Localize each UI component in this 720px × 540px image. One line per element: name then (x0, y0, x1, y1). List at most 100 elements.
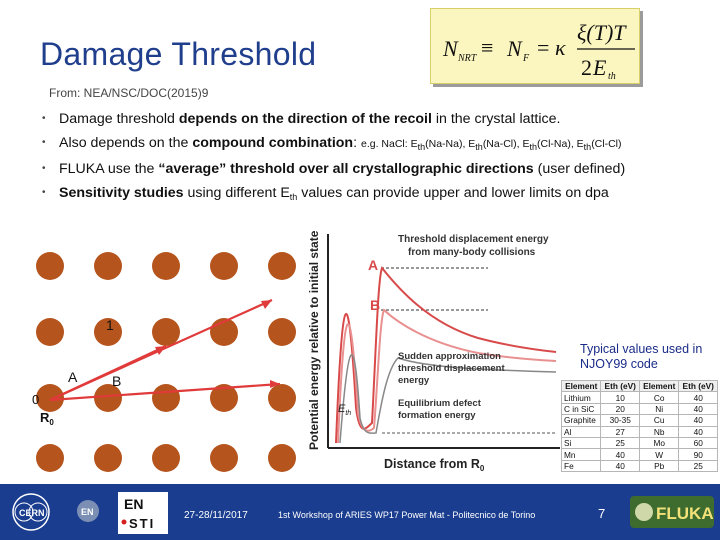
bullet-item: • Also depends on the compound combinati… (42, 131, 714, 156)
svg-text:κ: κ (555, 35, 566, 60)
lattice-atom (210, 252, 238, 280)
njoy-threshold-table: Element Eth (eV) Element Eth (eV) Lithiu… (560, 379, 718, 473)
bullet-item: • Sensitivity studies using different Et… (42, 181, 714, 205)
direction-label-0: 0 (32, 392, 39, 407)
curve-b (337, 308, 557, 444)
lattice-atom (94, 318, 122, 346)
column-header: Element (560, 379, 602, 393)
bullet-text: using different E (183, 184, 290, 201)
sudden-label-line1: Sudden approximation (398, 351, 501, 362)
svg-text:F: F (522, 53, 530, 64)
table-row: Lithium 10 Co 40 (560, 391, 718, 404)
sti-logo-icon: EN STI (121, 496, 155, 531)
nrt-formula-image: N NRT ≡ N F = κ ξ(T)T 2 E th (442, 20, 635, 82)
svg-text:N: N (506, 36, 523, 61)
bullet-text: values can provide upper and lower limit… (297, 184, 609, 201)
equilibrium-label-line2: formation energy (398, 410, 476, 421)
en-logo-icon: EN (77, 500, 99, 522)
slide-footer: CERN EN EN STI 27-28/11/2017 1st Worksho… (0, 484, 720, 540)
bullet-text: Damage threshold (59, 111, 179, 127)
bullet-item: • Damage threshold depends on the direct… (42, 107, 714, 131)
recoil-arrow-a (49, 345, 167, 401)
footer-date: 27-28/11/2017 (184, 510, 248, 521)
atom-grid (36, 252, 296, 472)
direction-label-b: B (112, 373, 121, 389)
svg-text:ξ(T)T: ξ(T)T (577, 20, 627, 45)
lattice-atom (268, 318, 296, 346)
lattice-atom (152, 384, 180, 412)
eth-label: Eth (338, 403, 351, 417)
sudden-label-line2: threshold displacement (398, 363, 505, 374)
lattice-atom (36, 384, 64, 412)
formula-box: N NRT ≡ N F = κ ξ(T)T 2 E th (430, 8, 640, 84)
bullet-dot: • (42, 162, 46, 174)
y-axis-label: Potential energy relative to initial sta… (307, 230, 321, 450)
table-row: Fe 40 Pb 25 (560, 459, 718, 473)
bullet-bold: “average” threshold over all crystallogr… (158, 160, 534, 177)
bullet-bold: Sensitivity studies (59, 184, 184, 201)
lattice-atom (152, 318, 180, 346)
recoil-arrowhead-b (270, 380, 280, 388)
lattice-atom (152, 252, 180, 280)
table-row: Al 27 Nb 40 (560, 425, 718, 438)
curve-a (335, 266, 557, 444)
x-axis-label: Distance from R0 (384, 457, 485, 473)
threshold-title-line1: Threshold displacement energy (398, 234, 549, 245)
bullet-dot: • (42, 113, 46, 124)
crystal-lattice-diagram: 1 A B 0 R0 (28, 228, 298, 474)
lattice-atom (36, 318, 64, 346)
svg-text:FLUKA: FLUKA (656, 504, 714, 523)
origin-label: R0 (40, 410, 54, 427)
lattice-atom (94, 444, 122, 472)
bullet-bold: compound combination (192, 135, 354, 152)
recoil-arrowhead-a (155, 346, 166, 355)
column-header: Eth (eV) (600, 379, 640, 393)
recoil-arrowhead-1 (261, 300, 272, 309)
svg-text:EN: EN (124, 496, 143, 512)
bullet-dot: • (42, 137, 46, 149)
bullet-text: Also depends on the (59, 135, 193, 152)
table-row: C in SiC 20 Ni 40 (560, 402, 718, 416)
lattice-atom (268, 384, 296, 412)
curve-b-label: B (370, 297, 380, 313)
bullet-text: : (353, 135, 361, 152)
bullet-text: FLUKA use the (59, 160, 159, 177)
svg-text:STI: STI (129, 516, 155, 531)
column-header: Element (638, 379, 680, 393)
bullet-dot: • (42, 186, 46, 198)
fluka-logo-icon: FLUKA (630, 496, 714, 528)
sti-logo: EN STI (118, 492, 168, 534)
plot-background (298, 228, 560, 478)
lattice-atom (210, 384, 238, 412)
svg-text:EN: EN (81, 507, 94, 517)
subscript: th (289, 191, 298, 202)
lattice-atom (152, 444, 180, 472)
sudden-label-line3: energy (398, 375, 430, 386)
table-row: Graphite 30-35 Cu 40 (560, 414, 718, 427)
svg-text:≡: ≡ (481, 35, 493, 60)
bullet-item: • FLUKA use the “average” threshold over… (42, 157, 714, 181)
svg-text:E: E (592, 55, 607, 80)
recoil-arrow-b (49, 382, 281, 402)
lattice-atom (36, 444, 64, 472)
svg-text:CERN: CERN (19, 508, 45, 518)
equilibrium-label-line1: Equilibrium defect (398, 398, 482, 409)
table-row: Mn 40 W 90 (560, 448, 718, 461)
direction-label-1: 1 (106, 317, 114, 333)
lattice-atom (210, 444, 238, 472)
svg-text:N: N (442, 36, 459, 61)
compound-example: e.g. NaCl: Eth(Na-Na), Eth(Na-Cl), Eth(C… (360, 138, 622, 153)
bullet-bold: depends on the direction of the recoil (178, 111, 432, 127)
lattice-atom (268, 252, 296, 280)
threshold-title-line2: from many-body collisions (408, 247, 536, 258)
table-row: Si 25 Mo 60 (560, 436, 718, 450)
njoy-table-caption: Typical values used in NJOY99 code (580, 342, 703, 371)
svg-text:NRT: NRT (457, 53, 478, 64)
footer-workshop: 1st Workshop of ARIES WP17 Power Mat - P… (278, 510, 536, 520)
svg-text:th: th (608, 71, 616, 82)
lattice-atom (94, 252, 122, 280)
cern-logo-icon: CERN (12, 493, 50, 531)
bullet-list: • Damage threshold depends on the direct… (42, 107, 714, 205)
bullet-text: in the crystal lattice. (431, 111, 561, 127)
column-header: Eth (eV) (678, 379, 718, 393)
